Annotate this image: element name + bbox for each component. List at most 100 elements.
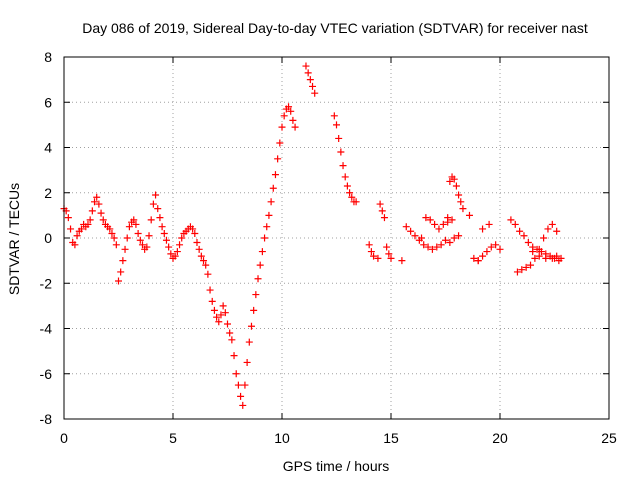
data-point bbox=[239, 401, 247, 409]
y-axis-label: SDTVAR / TECUs bbox=[6, 183, 22, 295]
data-point bbox=[341, 173, 349, 181]
data-point bbox=[230, 352, 238, 360]
data-point bbox=[516, 227, 524, 235]
data-point bbox=[193, 239, 201, 247]
data-point bbox=[97, 209, 105, 217]
data-point bbox=[145, 232, 153, 240]
data-point bbox=[200, 257, 208, 265]
data-point bbox=[455, 232, 463, 240]
data-point bbox=[446, 239, 454, 247]
data-point bbox=[226, 329, 234, 337]
data-point bbox=[67, 225, 75, 233]
data-point bbox=[171, 252, 179, 260]
data-point bbox=[424, 243, 432, 251]
data-point bbox=[487, 243, 495, 251]
data-point bbox=[123, 234, 131, 242]
data-point bbox=[483, 248, 491, 256]
data-point bbox=[398, 257, 406, 265]
data-point bbox=[507, 216, 515, 224]
data-point bbox=[304, 69, 312, 77]
data-point bbox=[73, 232, 81, 240]
data-point bbox=[383, 243, 391, 251]
data-point bbox=[553, 252, 561, 260]
data-point bbox=[112, 241, 120, 249]
x-tick-label: 20 bbox=[492, 430, 508, 446]
data-point bbox=[258, 248, 266, 256]
data-point bbox=[367, 248, 375, 256]
data-point bbox=[173, 248, 181, 256]
data-point bbox=[527, 261, 535, 269]
data-point bbox=[407, 227, 415, 235]
y-tick-label: -4 bbox=[40, 321, 53, 337]
data-point bbox=[474, 257, 482, 265]
data-point bbox=[535, 252, 543, 260]
data-point bbox=[217, 311, 225, 319]
data-point bbox=[130, 216, 138, 224]
data-point bbox=[64, 214, 72, 222]
data-point bbox=[346, 189, 354, 197]
data-point bbox=[261, 234, 269, 242]
data-point bbox=[450, 175, 458, 183]
y-tick-label: 0 bbox=[44, 230, 52, 246]
data-point bbox=[448, 216, 456, 224]
data-point bbox=[149, 200, 157, 208]
data-point bbox=[348, 193, 356, 201]
data-point bbox=[189, 225, 197, 233]
data-point bbox=[452, 182, 460, 190]
data-point bbox=[402, 223, 410, 231]
data-point bbox=[156, 214, 164, 222]
data-point bbox=[433, 243, 441, 251]
x-axis-label: GPS time / hours bbox=[283, 458, 390, 474]
data-point bbox=[309, 82, 317, 90]
data-point bbox=[86, 216, 94, 224]
y-tick-label: 6 bbox=[44, 94, 52, 110]
data-point bbox=[442, 236, 449, 244]
data-point bbox=[106, 225, 114, 233]
data-point bbox=[335, 134, 343, 142]
data-point bbox=[496, 245, 504, 253]
data-point bbox=[548, 254, 556, 262]
data-point bbox=[333, 121, 340, 129]
data-point bbox=[339, 162, 347, 170]
data-point bbox=[435, 225, 443, 233]
x-tick-label: 10 bbox=[274, 430, 290, 446]
data-point bbox=[535, 245, 543, 253]
data-point bbox=[444, 214, 452, 222]
data-point bbox=[479, 252, 487, 260]
x-tick-label: 25 bbox=[601, 430, 617, 446]
data-points bbox=[60, 62, 565, 409]
data-point bbox=[77, 225, 85, 233]
data-point bbox=[352, 198, 360, 206]
data-point bbox=[132, 220, 140, 228]
data-point bbox=[465, 211, 473, 219]
data-point bbox=[271, 171, 279, 179]
data-point bbox=[285, 103, 293, 111]
data-point bbox=[228, 336, 236, 344]
data-point bbox=[420, 241, 428, 249]
data-point bbox=[518, 266, 526, 274]
data-point bbox=[254, 275, 262, 283]
data-point bbox=[378, 207, 386, 215]
data-point bbox=[470, 254, 478, 262]
data-point bbox=[167, 250, 175, 258]
y-tick-label: -8 bbox=[40, 411, 53, 427]
data-point bbox=[385, 250, 393, 258]
data-point bbox=[115, 277, 122, 285]
data-point bbox=[557, 254, 565, 262]
data-point bbox=[426, 216, 434, 224]
data-point bbox=[110, 234, 118, 242]
data-point bbox=[178, 234, 186, 242]
data-point bbox=[274, 155, 282, 163]
data-point bbox=[374, 254, 382, 262]
data-point bbox=[511, 220, 519, 228]
data-point bbox=[529, 248, 537, 256]
data-point bbox=[276, 139, 284, 147]
data-point bbox=[138, 241, 146, 249]
data-point bbox=[540, 234, 548, 242]
data-point bbox=[136, 236, 144, 244]
data-point bbox=[343, 182, 351, 190]
data-point bbox=[191, 229, 199, 237]
data-point bbox=[520, 232, 528, 240]
data-point bbox=[237, 392, 245, 400]
data-point bbox=[165, 243, 173, 251]
